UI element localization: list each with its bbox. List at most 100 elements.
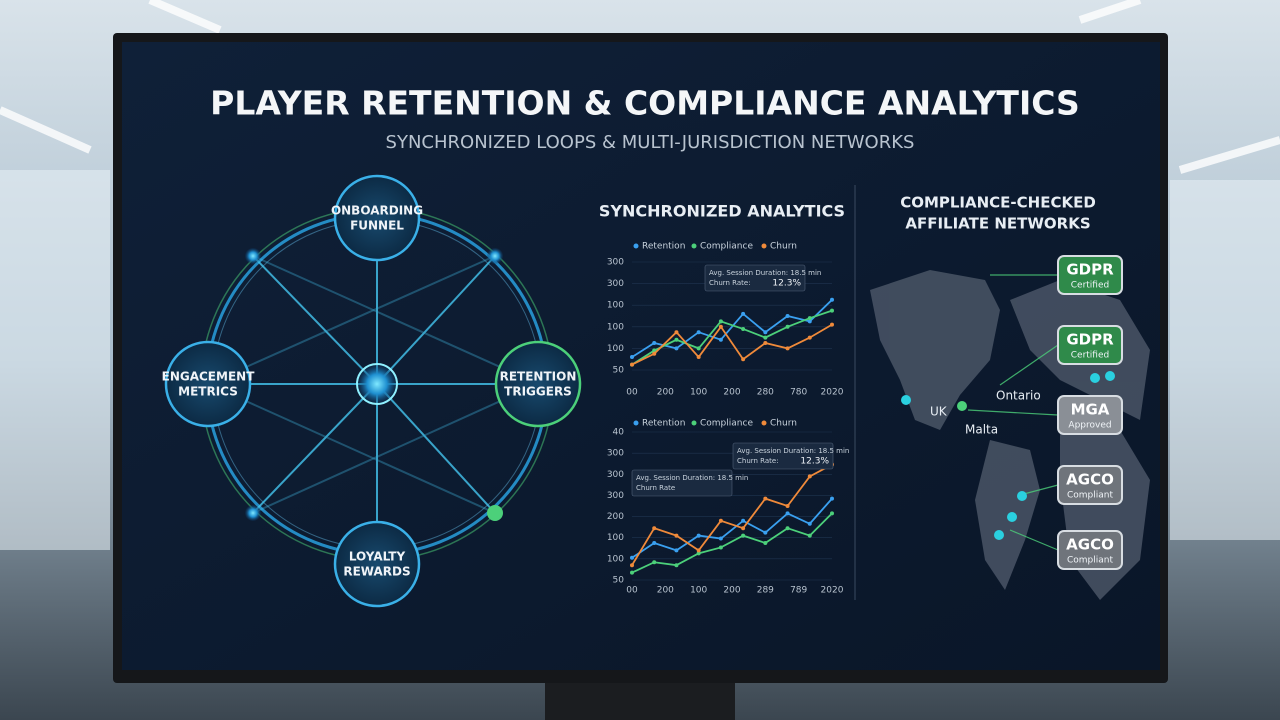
- badge-name: AGCO: [1066, 471, 1114, 489]
- loop-node-label: RETENTION: [500, 370, 577, 384]
- loop-node-label: LOYALTY: [349, 550, 406, 564]
- y-tick-label: 40: [613, 428, 625, 438]
- badge-status: Certified: [1071, 351, 1109, 361]
- data-point: [741, 518, 746, 523]
- data-point: [718, 319, 723, 324]
- x-tick-label: 2020: [821, 586, 844, 596]
- data-point: [718, 324, 723, 329]
- map-connectors: [967, 274, 1059, 551]
- legend-swatch: [691, 243, 697, 249]
- x-tick-label: 200: [657, 388, 674, 398]
- data-point: [674, 346, 679, 351]
- data-point: [830, 496, 834, 501]
- series-line: [631, 309, 833, 366]
- loop-node: [494, 340, 582, 428]
- legend-swatch: [633, 420, 639, 426]
- legend-swatch: [691, 420, 697, 426]
- badge-name: GDPR: [1066, 261, 1114, 279]
- data-point: [807, 316, 812, 321]
- data-point: [718, 545, 723, 550]
- monitor-stand: [545, 680, 735, 720]
- dashboard-subtitle: SYNCHRONIZED LOOPS & MULTI-JURISDICTION …: [386, 132, 915, 153]
- data-point: [696, 548, 701, 553]
- badge: [1057, 465, 1123, 505]
- legend-label: Retention: [642, 419, 685, 429]
- tooltip: [631, 469, 733, 497]
- data-point: [630, 362, 634, 367]
- x-tick-label: 00: [626, 586, 638, 596]
- analytics-title: SYNCHRONIZED ANALYTICS: [599, 202, 845, 221]
- loop-node-label: ENGACEMENT: [162, 370, 256, 384]
- data-point: [741, 526, 746, 531]
- data-point: [652, 560, 657, 565]
- data-point: [807, 521, 812, 526]
- data-point: [652, 526, 657, 531]
- loop-node-label: TRIGGERS: [504, 385, 572, 399]
- tooltip: [732, 442, 834, 470]
- tooltip-text: Churn Rate: [636, 484, 675, 492]
- legend-label: Compliance: [700, 242, 753, 252]
- data-point: [741, 311, 746, 316]
- legend-label: Churn: [770, 242, 797, 252]
- series-line: [631, 323, 833, 366]
- data-point: [696, 355, 701, 360]
- data-point: [763, 530, 768, 535]
- data-point: [674, 548, 679, 553]
- data-point: [741, 533, 746, 538]
- tooltip-value: 12.3%: [800, 457, 829, 467]
- data-point: [763, 341, 768, 345]
- data-point: [741, 357, 746, 362]
- loop-node-label: ONBOARDING: [331, 204, 423, 218]
- data-point: [630, 563, 634, 568]
- data-point: [696, 551, 701, 556]
- x-tick-label: 200: [723, 388, 740, 398]
- loop-node-label: FUNNEL: [350, 219, 404, 233]
- loop-node: [333, 520, 421, 608]
- tooltip-value: 12.3%: [772, 279, 801, 289]
- series-line: [631, 463, 833, 566]
- y-tick-label: 300: [607, 449, 624, 459]
- badge-name: AGCO: [1066, 536, 1114, 554]
- windows: [0, 170, 1280, 550]
- tooltip: [704, 264, 806, 292]
- data-point: [652, 348, 657, 353]
- tooltip-text: Avg. Session Duration: 18.5 min: [636, 474, 748, 482]
- badge-status: Approved: [1068, 421, 1111, 431]
- data-point: [763, 335, 768, 340]
- data-point: [807, 319, 812, 324]
- loop-node: [164, 340, 252, 428]
- legend-swatch: [633, 243, 639, 249]
- data-point: [785, 511, 790, 516]
- y-tick-label: 300: [607, 491, 624, 501]
- map-pins: [901, 371, 1115, 540]
- data-point: [674, 533, 679, 538]
- data-point: [718, 536, 723, 541]
- tooltip-text: Churn Rate:: [737, 457, 779, 465]
- data-point: [674, 563, 679, 568]
- x-tick-label: 2020: [821, 388, 844, 398]
- y-tick-label: 200: [607, 512, 624, 522]
- ceiling-lights: [0, 0, 1280, 174]
- dashboard-title: PLAYER RETENTION & COMPLIANCE ANALYTICS: [210, 84, 1080, 123]
- tooltip-text: Avg. Session Duration: 18.5 min: [737, 447, 849, 455]
- data-point: [785, 346, 790, 351]
- data-point: [830, 297, 834, 302]
- series-line: [631, 498, 833, 559]
- x-tick-label: 100: [690, 388, 707, 398]
- badge-status: Certified: [1071, 281, 1109, 291]
- legend-label: Compliance: [700, 419, 753, 429]
- data-point: [807, 474, 812, 479]
- networks-title: AFFILIATE NETWORKS: [905, 215, 1090, 233]
- tooltip-text: Avg. Session Duration: 18.5 min: [709, 269, 821, 277]
- loop-node-label: REWARDS: [343, 565, 410, 579]
- legend-label: Retention: [642, 242, 685, 252]
- y-tick-label: 100: [607, 322, 624, 332]
- data-point: [652, 341, 657, 345]
- badge: [1057, 255, 1123, 295]
- x-tick-label: 289: [757, 586, 774, 596]
- x-tick-label: 200: [723, 586, 740, 596]
- data-point: [763, 496, 768, 501]
- data-point: [696, 533, 701, 538]
- data-point: [652, 351, 657, 356]
